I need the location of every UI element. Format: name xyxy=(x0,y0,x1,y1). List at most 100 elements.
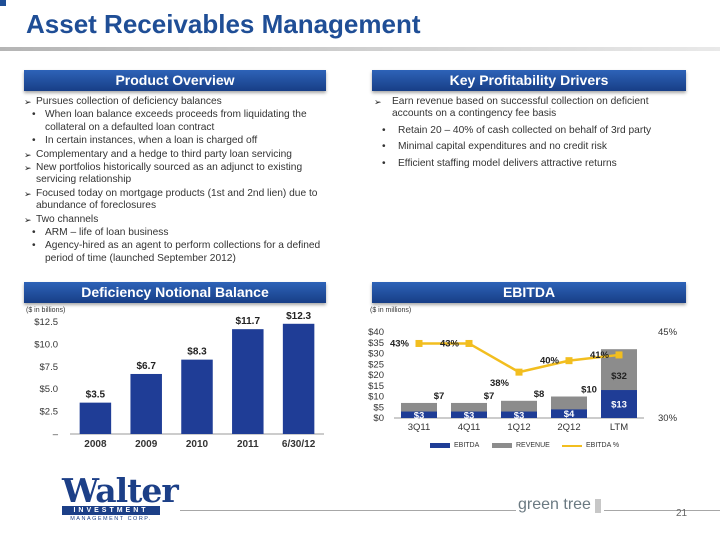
overview-subitem: • When loan balance exceeds proceeds from… xyxy=(24,109,334,134)
brand-mark xyxy=(595,499,601,513)
y-tick-label: $15 xyxy=(368,381,384,392)
ebitda-bar-LTM xyxy=(601,390,637,418)
overview-item-text: New portfolios historically sourced as a… xyxy=(36,162,303,186)
deficiency-chart-svg: $12.5 $10.0 $7.5 $5.0 $2.5 – $3.5 2008 $6.7 2009 $… xyxy=(34,312,324,450)
bar-2008 xyxy=(79,402,112,434)
ebitda-pct-marker xyxy=(615,351,623,359)
y-tick-label: $5 xyxy=(373,402,384,413)
y2-tick-label: 45% xyxy=(658,327,678,338)
driver-item-text: Earn revenue based on successful collect… xyxy=(392,96,649,120)
overview-subitem: • In certain instances, when a loan is ch… xyxy=(24,135,334,147)
revenue-value-label: $10 xyxy=(581,385,597,396)
bar-2009 xyxy=(130,373,162,434)
y-tick-label: $2.5 xyxy=(40,407,59,418)
arrow-bullet-icon: ➢ xyxy=(24,188,32,199)
title-rule xyxy=(0,47,720,51)
bar-value-label: $11.7 xyxy=(236,316,261,327)
arrow-bullet-icon: ➢ xyxy=(374,97,382,107)
arrow-bullet-icon: ➢ xyxy=(24,149,32,160)
legend-item-ebitda-pct: EBITDA % xyxy=(562,442,619,449)
driver-subitem: • Retain 20 – 40% of cash collected on be… xyxy=(374,125,684,137)
ebitda-value-label: $3 xyxy=(464,410,475,421)
y-tick-label: – xyxy=(53,429,59,440)
overview-subitem-text: ARM – life of loan business xyxy=(45,227,169,239)
legend-swatch-revenue xyxy=(492,443,512,448)
ebitda-pct-marker xyxy=(415,339,423,347)
driver-subitem-text: Minimal capital expenditures and no cred… xyxy=(398,141,607,153)
y2-tick-label: 30% xyxy=(658,413,678,424)
y-tick-label: $10.0 xyxy=(34,339,58,350)
product-overview-text: ➢ Pursues collection of deficiency balanc… xyxy=(24,96,334,266)
ebitda-value-label: $3 xyxy=(514,410,525,421)
logo-word: Walter xyxy=(62,471,179,510)
x-tick-label: LTM xyxy=(610,422,628,433)
dot-bullet-icon: • xyxy=(382,141,386,153)
deficiency-bar-chart: $12.5 $10.0 $7.5 $5.0 $2.5 – $3.5 2008 $6.7 2009 $… xyxy=(24,312,330,462)
footer-rule-right xyxy=(604,510,720,511)
bar-value-label: $12.3 xyxy=(286,312,311,322)
walter-logo: Walter INVESTMENT MANAGEMENT CORP. xyxy=(62,471,179,525)
overview-subitem-text: Agency-hired as an agent to perform coll… xyxy=(45,240,321,264)
units-millions-note: ($ in millions) xyxy=(370,307,412,314)
overview-subitem: • ARM – life of loan business xyxy=(24,227,334,239)
legend-item-revenue: REVENUE xyxy=(492,442,550,449)
legend-item-ebitda: EBITDA xyxy=(430,442,479,449)
legend-swatch-ebitda-pct xyxy=(562,444,582,447)
ebitda-pct-label: 43% xyxy=(390,338,410,349)
driver-subitem-text: Retain 20 – 40% of cash collected on beh… xyxy=(398,124,652,136)
overview-subitem: • Agency-hired as an agent to perform col… xyxy=(24,240,334,265)
y-tick-label: $25 xyxy=(368,359,384,370)
y-tick-label: $10 xyxy=(368,392,384,403)
footer-rule xyxy=(180,510,516,511)
ebitda-value-label: $4 xyxy=(564,409,575,420)
logo-sub: MANAGEMENT CORP. xyxy=(70,516,152,522)
overview-item: ➢ New portfolios historically sourced as … xyxy=(24,162,334,187)
dot-bullet-icon: • xyxy=(382,124,386,136)
bar-value-label: $6.7 xyxy=(136,361,156,372)
overview-item: ➢ Complementary and a hedge to third part… xyxy=(24,149,334,161)
revenue-value-label: $8 xyxy=(534,389,545,400)
y-tick-label: $20 xyxy=(368,370,384,381)
ebitda-chart-svg: $40$35$30$25$20$15$10$5$045%30%$3$73Q11$… xyxy=(368,327,678,433)
ebitda-value-label: $13 xyxy=(611,400,627,411)
x-tick-label: 1Q12 xyxy=(507,422,530,433)
bar-value-label: $3.5 xyxy=(86,390,106,401)
key-drivers-text: ➢ Earn revenue based on successful collec… xyxy=(374,96,684,171)
legend-label-ebitda-pct: EBITDA % xyxy=(586,442,620,449)
x-tick-label: 4Q11 xyxy=(458,422,481,433)
revenue-value-label: $7 xyxy=(484,391,495,402)
dot-bullet-icon: • xyxy=(32,135,36,147)
ebitda-value-label: $3 xyxy=(414,410,425,421)
driver-subitem: • Minimal capital expenditures and no cre… xyxy=(374,141,684,153)
overview-item-text: Focused today on mortgage products (1st … xyxy=(36,187,318,212)
ebitda-pct-marker xyxy=(565,357,573,365)
overview-subitem-text: When loan balance exceeds proceeds from … xyxy=(45,109,307,133)
logo-band: INVESTMENT xyxy=(62,506,160,515)
ebitda-bar-3Q11 xyxy=(401,411,437,418)
page-number: 21 xyxy=(676,508,688,519)
corner-mark xyxy=(0,0,6,6)
x-tick-label: 2011 xyxy=(237,439,259,450)
bar-6/30/12 xyxy=(282,323,315,434)
ebitda-header: EBITDA xyxy=(372,282,686,303)
product-overview-header: Product Overview xyxy=(24,70,326,91)
overview-item-text: Complementary and a hedge to third party… xyxy=(36,148,292,160)
overview-item: ➢ Pursues collection of deficiency balanc… xyxy=(24,96,334,108)
ebitda-bar-2Q12 xyxy=(551,409,587,418)
overview-item-text: Pursues collection of deficiency balance… xyxy=(36,96,222,107)
legend-label-revenue: REVENUE xyxy=(516,442,550,449)
ebitda-legend: EBITDA REVENUE EBITDA % xyxy=(430,442,630,454)
page-title: Asset Receivables Management xyxy=(26,9,421,39)
legend-swatch-ebitda xyxy=(430,443,450,448)
dot-bullet-icon: • xyxy=(382,157,386,169)
key-profitability-header: Key Profitability Drivers xyxy=(372,70,686,91)
dot-bullet-icon: • xyxy=(32,109,36,121)
bar-2010 xyxy=(181,359,213,434)
driver-item: ➢ Earn revenue based on successful collec… xyxy=(374,96,684,121)
x-tick-label: 2Q12 xyxy=(557,422,580,433)
ebitda-pct-label: 40% xyxy=(540,356,560,367)
ebitda-pct-label: 41% xyxy=(590,350,610,361)
y-tick-label: $0 xyxy=(373,413,384,424)
x-tick-label: 2010 xyxy=(186,439,209,450)
green-tree-brand: green tree xyxy=(518,496,591,513)
